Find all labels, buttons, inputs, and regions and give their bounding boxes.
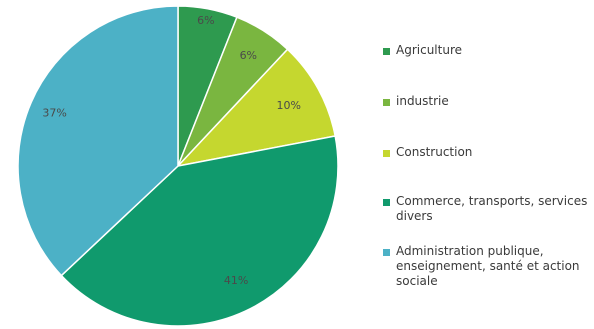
legend-label-administration: Administration publique, enseignement, sa…: [396, 244, 580, 288]
legend-label-construction: Construction: [396, 145, 473, 159]
legend-swatch-construction: [383, 150, 390, 157]
pie-value-labels: 6% 6% 10% 41% 37%: [42, 14, 301, 287]
pie-value-label-agriculture: 6%: [197, 14, 214, 27]
pie-value-label-industrie: 6%: [240, 49, 257, 62]
legend-item-agriculture: Agriculture: [383, 43, 593, 58]
legend-item-industrie: industrie: [383, 94, 593, 109]
pie-slices: [17, 5, 339, 327]
pie-value-label-commerce: 41%: [224, 274, 248, 287]
legend-item-administration: Administration publique, enseignement, sa…: [383, 244, 593, 289]
pie-value-label-construction: 10%: [277, 99, 301, 112]
pie-slice-administration: [17, 5, 179, 277]
legend-swatch-agriculture: [383, 48, 390, 55]
legend-swatch-industrie: [383, 99, 390, 106]
pie-chart: 6% 6% 10% 41% 37%: [17, 5, 339, 327]
legend-item-commerce: Commerce, transports, services divers: [383, 194, 593, 224]
legend-item-construction: Construction: [383, 145, 593, 160]
legend-swatch-commerce: [383, 199, 390, 206]
pie-value-label-administration: 37%: [42, 107, 66, 120]
pie-slice-construction: [175, 48, 337, 168]
pie-slice-commerce: [60, 135, 339, 327]
legend-label-agriculture: Agriculture: [396, 43, 462, 57]
legend-swatch-administration: [383, 249, 390, 256]
legend-label-commerce: Commerce, transports, services divers: [396, 194, 588, 223]
legend-label-industrie: industrie: [396, 94, 449, 108]
